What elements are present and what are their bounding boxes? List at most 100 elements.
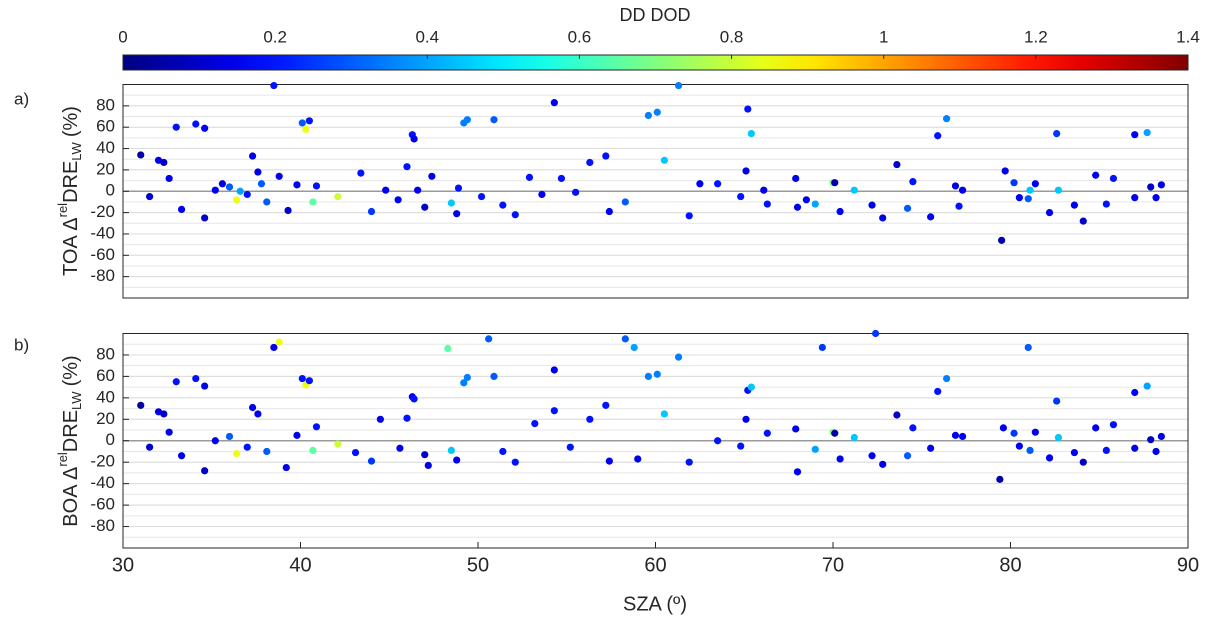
point <box>1053 397 1061 405</box>
point <box>605 207 613 216</box>
point <box>999 424 1008 432</box>
point <box>1054 186 1063 194</box>
point <box>284 206 292 215</box>
point <box>177 205 186 213</box>
point <box>644 372 653 380</box>
point <box>1109 174 1118 183</box>
point <box>201 467 209 475</box>
point <box>1079 217 1087 225</box>
point <box>211 437 219 445</box>
y-tick-label: -40 <box>90 223 115 242</box>
point <box>1045 454 1054 462</box>
point <box>1131 131 1139 139</box>
point <box>403 163 411 171</box>
point <box>653 370 661 378</box>
point <box>605 457 613 465</box>
point <box>634 455 642 463</box>
point <box>192 120 200 128</box>
point <box>225 432 234 441</box>
point <box>137 151 145 159</box>
point <box>1031 428 1039 436</box>
y-tick-label: -60 <box>90 245 115 264</box>
point <box>802 196 810 204</box>
point <box>811 445 819 453</box>
colorbar-tick-label: 1.4 <box>1176 27 1200 46</box>
point <box>998 236 1006 244</box>
point <box>248 152 257 160</box>
point <box>927 213 935 221</box>
colorbar-tick-label: 0.6 <box>568 27 592 46</box>
point <box>1031 180 1039 188</box>
point <box>499 447 507 456</box>
plot-frame <box>122 84 1189 299</box>
point <box>763 200 771 208</box>
point <box>305 117 313 125</box>
point <box>236 187 244 195</box>
point <box>146 192 154 201</box>
point <box>1026 186 1034 194</box>
point <box>951 431 960 439</box>
point <box>192 374 200 383</box>
point <box>201 214 209 222</box>
point <box>1024 195 1032 203</box>
point <box>630 343 638 352</box>
point <box>414 186 422 194</box>
point <box>424 461 432 470</box>
point <box>403 414 411 422</box>
y-tick-label: 80 <box>96 344 115 363</box>
point <box>177 452 186 460</box>
point <box>1157 181 1165 189</box>
point <box>463 116 471 124</box>
point <box>454 184 463 192</box>
point <box>737 442 745 450</box>
point <box>868 452 876 460</box>
y-tick-label: -40 <box>90 473 115 492</box>
point <box>893 411 901 419</box>
point <box>525 173 534 181</box>
point <box>934 132 942 140</box>
point <box>1070 201 1078 209</box>
point <box>872 329 880 338</box>
point <box>793 203 802 211</box>
point <box>660 410 668 418</box>
point <box>172 378 180 386</box>
x-tick-label: 90 <box>1177 554 1199 576</box>
point <box>909 178 917 186</box>
point <box>909 424 917 432</box>
point <box>1010 429 1018 437</box>
y-tick-label: -20 <box>90 202 115 221</box>
point <box>550 407 558 415</box>
point <box>275 172 283 180</box>
point <box>309 446 317 455</box>
point <box>557 174 566 183</box>
y-tick-label: -80 <box>90 266 115 285</box>
point <box>1053 130 1061 138</box>
point <box>298 374 306 383</box>
point <box>744 105 752 113</box>
point <box>1079 458 1087 466</box>
point <box>254 168 262 176</box>
point <box>1092 171 1100 179</box>
plot-frame <box>122 333 1189 549</box>
point <box>621 198 629 206</box>
colorbar-tick-label: 0.8 <box>720 27 744 46</box>
point <box>1102 200 1110 208</box>
point <box>737 192 745 201</box>
point <box>1152 194 1160 202</box>
point <box>511 211 519 219</box>
y-tick-label: 60 <box>96 366 115 385</box>
point <box>792 174 800 183</box>
point <box>243 443 251 451</box>
x-tick-label: 80 <box>999 554 1021 576</box>
point <box>934 387 942 396</box>
point <box>1026 446 1034 455</box>
y-tick-label: 80 <box>96 95 115 114</box>
point <box>282 463 290 472</box>
point <box>298 119 306 127</box>
point <box>996 475 1004 483</box>
point <box>302 125 310 133</box>
point <box>254 410 262 418</box>
point <box>586 415 594 423</box>
point <box>602 152 610 160</box>
